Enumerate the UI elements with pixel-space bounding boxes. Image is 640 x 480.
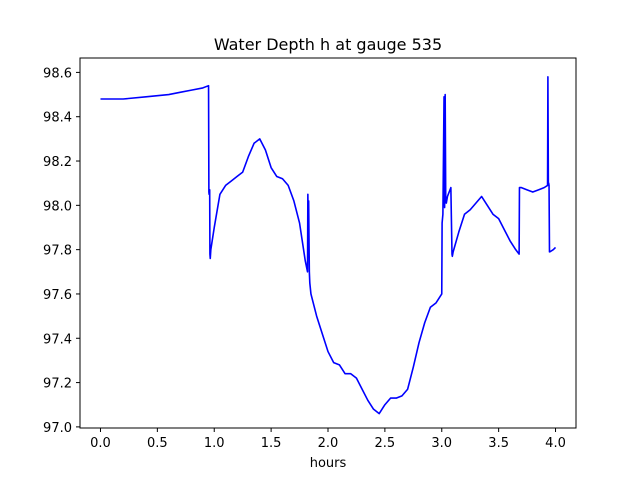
x-axis-label: hours	[310, 456, 347, 471]
y-tick-label: 98.4	[43, 111, 72, 126]
x-axis: 0.0 0.5 1.0 1.5 2.0 2.5 3.0 3.5 4.0	[90, 428, 566, 451]
y-tick-label: 97.6	[43, 288, 72, 303]
x-tick-label: 2.0	[318, 436, 339, 451]
x-tick-label: 1.0	[204, 436, 225, 451]
x-tick-label: 0.0	[90, 436, 111, 451]
series-layer	[100, 76, 557, 415]
x-tick-label: 0.5	[147, 436, 168, 451]
y-tick-label: 98.2	[43, 155, 72, 170]
y-tick-label: 98.6	[43, 66, 72, 81]
y-axis: 97.0 97.2 97.4 97.6 97.8 98.0 98.2 98.4 98.6	[43, 66, 80, 436]
y-tick-label: 97.0	[43, 421, 72, 436]
y-tick-label: 98.0	[43, 199, 72, 214]
x-tick-label: 1.5	[261, 436, 282, 451]
x-tick-label: 2.5	[375, 436, 396, 451]
y-tick-label: 97.2	[43, 377, 72, 392]
series-line	[100, 76, 557, 415]
x-tick-label: 3.0	[431, 436, 452, 451]
x-tick-label: 4.0	[545, 436, 566, 451]
y-tick-label: 97.4	[43, 332, 72, 347]
x-tick-label: 3.5	[488, 436, 509, 451]
chart-title: Water Depth h at gauge 535	[214, 35, 442, 54]
y-tick-label: 97.8	[43, 244, 72, 259]
